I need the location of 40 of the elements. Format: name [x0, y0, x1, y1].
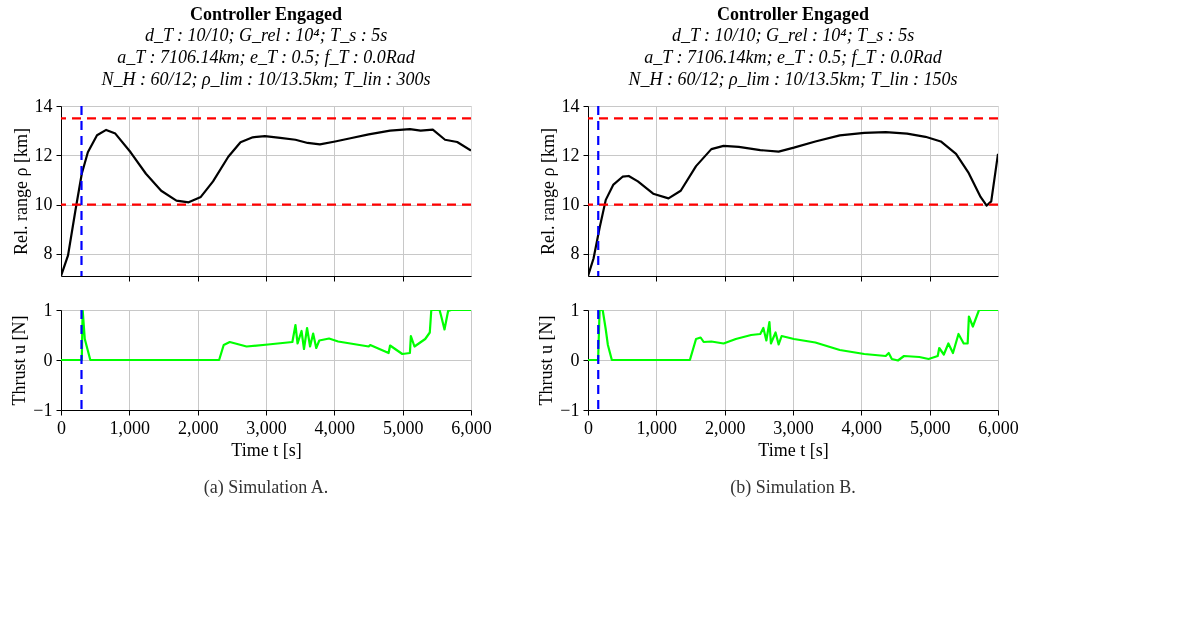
- y-tick-label: 10: [34, 194, 53, 215]
- y-tick-label: 1: [43, 299, 53, 320]
- x-tick-label: 6,000: [978, 417, 1019, 438]
- chart-title: Controller Engaged: [190, 4, 342, 24]
- y-tick-label: −1: [33, 399, 53, 420]
- x-tick-label: 3,000: [246, 417, 287, 438]
- x-tick-label: 5,000: [909, 417, 951, 438]
- chart-subtitle: d_T : 10/10; G_rel : 10⁴; T_s : 5s a_T : 7106.14km; e_T : 0.5; f_T : 0.0Rad N_H : 60/12; ρ_lim : 10/13.5km; T_lin : 300s: [100, 25, 431, 89]
- y-tick-label: 14: [561, 95, 580, 116]
- y-tick-label: 8: [43, 243, 53, 264]
- y-tick-label: 0: [570, 349, 580, 370]
- y-axis-title: Rel. range ρ [km]: [537, 128, 558, 255]
- x-tick-label: 0: [584, 417, 593, 438]
- chart-title: Controller Engaged: [717, 4, 869, 24]
- x-tick-label: 2,000: [177, 417, 219, 438]
- x-axis-title: Time t [s]: [758, 439, 829, 460]
- y-tick-label: −1: [560, 399, 580, 420]
- x-tick-label: 6,000: [451, 417, 492, 438]
- x-axis-title: Time t [s]: [231, 439, 302, 460]
- y-axis-title: Thrust u [N]: [536, 315, 557, 406]
- x-tick-label: 2,000: [704, 417, 746, 438]
- x-tick-label: 4,000: [314, 417, 356, 438]
- x-tick-label: 4,000: [841, 417, 883, 438]
- x-tick-label: 3,000: [773, 417, 814, 438]
- x-tick-label: 1,000: [636, 417, 678, 438]
- y-axis-title: Thrust u [N]: [9, 315, 30, 406]
- y-tick-label: 12: [34, 144, 53, 165]
- y-tick-label: 12: [561, 144, 580, 165]
- y-axis-title: Rel. range ρ [km]: [10, 128, 31, 255]
- y-tick-label: 8: [570, 243, 580, 264]
- x-tick-label: 5,000: [382, 417, 424, 438]
- y-tick-label: 0: [43, 349, 53, 370]
- text: (a) Simulation A.: [203, 477, 329, 498]
- x-tick-label: 1,000: [109, 417, 151, 438]
- y-tick-label: 1: [570, 299, 580, 320]
- y-tick-label: 10: [561, 194, 580, 215]
- chart-subtitle: d_T : 10/10; G_rel : 10⁴; T_s : 5s a_T : 7106.14km; e_T : 0.5; f_T : 0.0Rad N_H : 60/12; ρ_lim : 10/13.5km; T_lin : 150s: [627, 25, 958, 89]
- x-tick-label: 0: [57, 417, 66, 438]
- y-tick-label: 14: [34, 95, 53, 116]
- text: (b) Simulation B.: [730, 477, 856, 498]
